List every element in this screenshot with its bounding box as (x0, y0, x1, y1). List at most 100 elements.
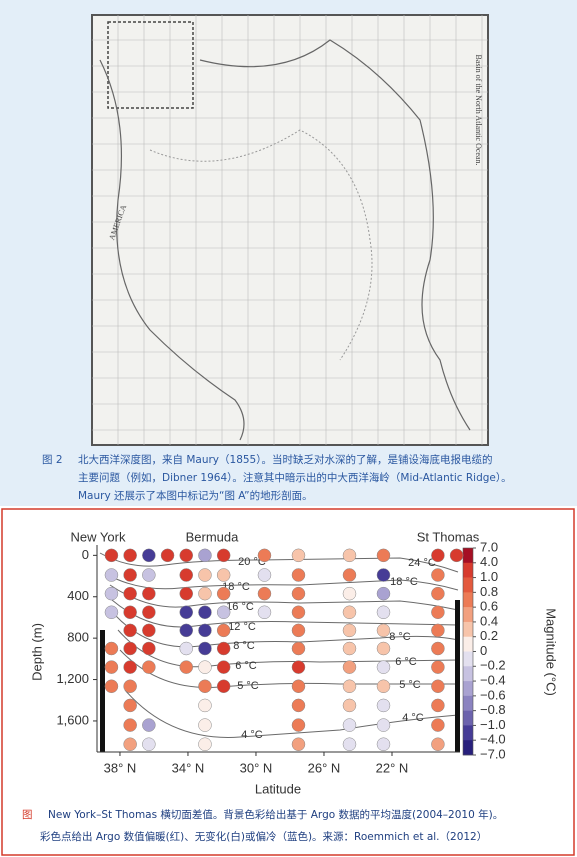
data-point (376, 737, 391, 751)
data-point (257, 568, 272, 582)
data-point (104, 641, 119, 656)
contour-label: 5 °C (237, 680, 259, 692)
data-point (179, 586, 194, 601)
data-point (342, 679, 357, 694)
data-point (142, 568, 156, 582)
bathymetry (100, 630, 105, 752)
data-point (431, 548, 445, 563)
data-point (376, 605, 391, 620)
caption-line: 北大西洋深度图，来自 Maury（1855）。当时缺乏对水深的了解，是铺设海底电… (78, 453, 493, 466)
data-point (198, 718, 212, 732)
data-point (123, 679, 137, 694)
data-point (342, 718, 357, 732)
data-point (198, 660, 212, 674)
data-point (198, 586, 212, 601)
colorbar-bin (463, 710, 473, 726)
colorbar-tick-label: 1.0 (480, 569, 498, 584)
data-point (376, 548, 391, 563)
colorbar-bin (463, 725, 473, 741)
data-point (431, 568, 445, 582)
data-point (342, 660, 357, 674)
y-axis-title: Depth (m) (29, 623, 44, 681)
colorbar-tick-label: −0.8 (480, 702, 506, 717)
depth-contour (149, 129, 373, 361)
data-point (216, 660, 231, 674)
caption-label: 图 (22, 809, 33, 821)
colorbar-tick-label: 0 (480, 643, 487, 658)
colorbar-bin (463, 651, 473, 667)
x-tick-label: 26° N (308, 760, 341, 775)
data-point (431, 605, 445, 620)
data-point (376, 623, 391, 638)
data-point (291, 737, 306, 751)
data-point (342, 548, 357, 563)
contour-label: 12 °C (228, 621, 256, 633)
data-point (123, 605, 137, 620)
colorbar-tick-label: −4.0 (480, 732, 506, 747)
contour-label: 8 °C (389, 631, 411, 643)
data-point (142, 641, 156, 656)
isotherm (109, 584, 459, 611)
data-point (142, 718, 156, 732)
contour-label: 24 °C (408, 557, 436, 569)
data-point (198, 605, 212, 620)
data-point (257, 548, 272, 563)
data-point (342, 698, 357, 713)
data-point (123, 660, 137, 674)
data-point (216, 605, 231, 620)
data-point (123, 641, 137, 656)
data-point (198, 737, 212, 751)
data-point (291, 718, 306, 732)
colorbar-bin (463, 695, 473, 711)
colorbar-bin (463, 740, 473, 756)
data-point (291, 641, 306, 656)
data-point (142, 605, 156, 620)
data-point (198, 548, 212, 563)
data-point (142, 586, 156, 601)
y-tick-label: 1,200 (56, 671, 89, 686)
x-tick-label: 38° N (104, 760, 137, 775)
contour-label: 5 °C (399, 679, 421, 691)
data-point (431, 660, 445, 674)
bathymetry (455, 600, 460, 752)
map-inset (107, 21, 194, 109)
data-point (160, 548, 175, 563)
station-label: Bermuda (186, 529, 240, 544)
data-point (291, 660, 306, 674)
data-point (198, 698, 212, 713)
data-point (104, 568, 119, 582)
y-tick-label: 800 (67, 630, 89, 645)
data-point (376, 586, 391, 601)
colorbar-tick-label: −7.0 (480, 746, 506, 761)
contour-label: 8 °C (233, 640, 255, 652)
colorbar-tick-label: −0.4 (480, 673, 506, 688)
data-point (376, 698, 391, 713)
data-point (142, 660, 156, 674)
colorbar-bin (463, 666, 473, 682)
colorbar-title: Magnitude (°C) (544, 608, 559, 696)
data-point (342, 641, 357, 656)
data-point (291, 623, 306, 638)
station-label: St Thomas (417, 529, 480, 544)
data-point (216, 548, 231, 563)
data-point (216, 679, 231, 694)
data-point (257, 586, 272, 601)
isotherm (107, 574, 459, 591)
colorbar-tick-label: −0.2 (480, 658, 506, 673)
data-point (179, 548, 194, 563)
data-point (431, 718, 445, 732)
data-point (431, 698, 445, 713)
caption-label: 图 2 (42, 454, 63, 466)
data-point (123, 737, 137, 751)
data-point (257, 605, 272, 620)
data-point (142, 623, 156, 638)
station-label: New York (71, 529, 126, 544)
data-point (342, 568, 357, 582)
map-frame (91, 14, 489, 446)
data-point (216, 568, 231, 582)
data-point (431, 737, 445, 751)
data-point (342, 737, 357, 751)
data-point (376, 568, 391, 582)
map: AMERICA Basin of the North Atlantic Ocea… (91, 14, 489, 446)
